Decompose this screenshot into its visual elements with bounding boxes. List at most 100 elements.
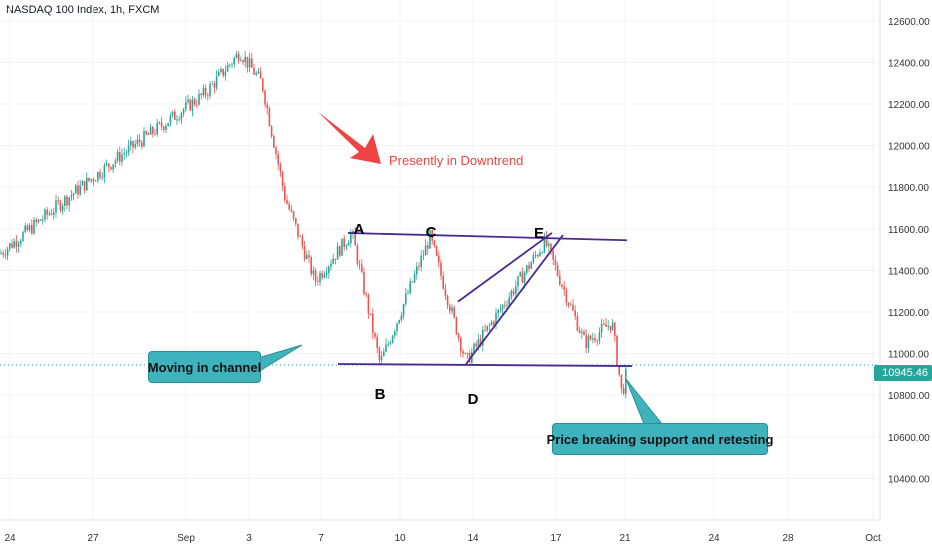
candle-body [297, 223, 299, 237]
annotation-layer: A B C D E Presently in Downtrend [257, 112, 664, 425]
trendline-support [337, 363, 633, 367]
x-tick-label-2: Sep [177, 533, 195, 544]
candle-body [119, 152, 121, 162]
candle-body [207, 95, 209, 97]
candle-body [497, 309, 499, 314]
candle-body [233, 57, 235, 65]
candle-body [589, 335, 592, 340]
candle-body [270, 125, 273, 137]
candle-body [596, 340, 598, 342]
candle-body [92, 179, 95, 182]
candle-body [600, 324, 603, 333]
x-tick-label-4: 7 [318, 533, 324, 544]
candle-body [171, 111, 174, 116]
downtrend-label: Presently in Downtrend [389, 153, 523, 168]
candle-body [94, 180, 97, 182]
candle-body [81, 181, 84, 186]
candle-body [149, 126, 152, 135]
candle-body [578, 330, 581, 333]
candle-body [583, 331, 585, 336]
candle-body [537, 255, 539, 257]
candle-body [325, 273, 328, 275]
candle-body [152, 126, 154, 134]
candle-body [521, 272, 524, 283]
candle-body [163, 126, 165, 130]
candle-body [136, 139, 139, 145]
candle-body [165, 125, 167, 130]
candle-body [244, 56, 246, 63]
candle-body [356, 245, 359, 264]
candle-body [264, 90, 266, 105]
candle-body [26, 225, 29, 231]
candle-body [48, 213, 51, 215]
candle-body [548, 243, 550, 246]
candle-body [301, 236, 304, 246]
chart-title: NASDAQ 100 Index, 1h, FXCM [6, 4, 160, 16]
candle-body [504, 305, 506, 306]
candle-body [154, 133, 156, 135]
y-tick-label-1: 12400.00 [888, 58, 930, 69]
callout-moving-in-channel: Moving in channel [148, 351, 261, 383]
candle-body [127, 145, 130, 153]
candle-body [145, 131, 147, 135]
candle-body [314, 270, 317, 282]
candle-body [101, 177, 103, 179]
candle-body [354, 231, 356, 246]
candle-body [160, 122, 163, 127]
candle-body [255, 73, 257, 75]
candle-body [396, 323, 398, 332]
candle-body [372, 313, 374, 334]
candle-body [31, 225, 33, 234]
candle-body [229, 64, 231, 66]
candle-body [248, 58, 251, 68]
x-tick-label-10: 28 [782, 533, 794, 544]
candle-body [193, 99, 196, 105]
candle-body [526, 265, 528, 273]
candle-body [20, 240, 22, 244]
candle-body [156, 122, 158, 135]
candle-body [457, 334, 460, 338]
candle-body [182, 109, 185, 114]
candle-body [499, 309, 502, 311]
candle-body [226, 65, 229, 72]
point-label-e: E [534, 225, 544, 242]
candle-body [77, 185, 79, 195]
candle-body [512, 290, 515, 295]
x-tick-label-7: 17 [550, 533, 562, 544]
candle-body [609, 325, 612, 330]
candle-body [123, 153, 125, 155]
candle-body [132, 140, 134, 148]
candle-body [383, 351, 385, 357]
candle-body [563, 286, 565, 291]
current-price-tag: 10945.46 [874, 365, 932, 381]
candle-body [108, 163, 110, 167]
candle-body [231, 64, 233, 66]
candle-body [242, 60, 244, 63]
candle-body [528, 265, 530, 269]
candle-body [35, 219, 37, 223]
candle-body [493, 321, 495, 325]
candle-body [385, 344, 387, 352]
candle-body [508, 297, 510, 306]
candle-body [587, 335, 590, 349]
callout-breaking-support: Price breaking support and retesting [547, 423, 773, 455]
candle-body [88, 177, 90, 181]
candle-body [90, 179, 92, 181]
candle-body [141, 142, 143, 147]
candle-body [369, 313, 372, 315]
candle-body [196, 104, 198, 106]
candle-body [202, 88, 205, 96]
candle-body [523, 272, 526, 283]
candle-body [220, 68, 222, 72]
candle-body [607, 325, 609, 327]
candle-body [530, 262, 532, 269]
candle-body [411, 281, 414, 283]
candle-body [519, 272, 521, 277]
candle-body [534, 255, 537, 256]
candle-body [559, 275, 561, 285]
candle-body [376, 336, 378, 348]
candle-body [361, 264, 363, 273]
candle-body [174, 111, 176, 120]
candle-body [259, 71, 262, 79]
candle-body [363, 272, 365, 294]
